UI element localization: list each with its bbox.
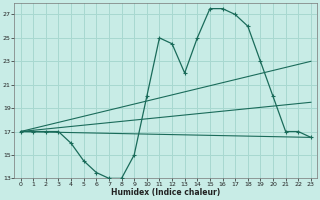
X-axis label: Humidex (Indice chaleur): Humidex (Indice chaleur) <box>111 188 220 197</box>
